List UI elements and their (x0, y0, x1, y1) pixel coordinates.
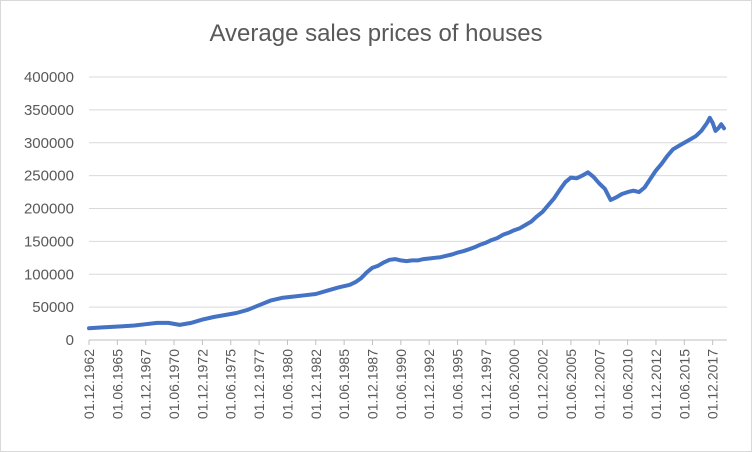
series-lines (87, 115, 726, 331)
x-tick-label: 01.06.1985 (336, 349, 352, 419)
x-tick-label: 01.06.2010 (620, 349, 636, 419)
x-tick-label: 01.12.1977 (251, 349, 267, 419)
x-axis: 01.12.1962 01.06.1965 01.12.1967 01.06.1970… (81, 340, 721, 419)
y-tick-label: 300000 (24, 135, 74, 152)
y-tick-label: 200000 (24, 201, 74, 218)
x-tick-label: 01.12.1972 (194, 349, 210, 419)
x-tick-label: 01.06.1975 (223, 349, 239, 419)
y-tick-label: 0 (66, 332, 74, 349)
y-tick-label: 150000 (24, 233, 74, 250)
x-tick-label: 01.12.1982 (308, 349, 324, 419)
x-tick-label: 01.06.2005 (563, 349, 579, 419)
y-tick-label: 250000 (24, 168, 74, 185)
x-tick-label: 01.12.1967 (138, 349, 154, 419)
y-tick-label: 50000 (32, 299, 74, 316)
x-tick-label: 01.06.1990 (393, 349, 409, 419)
gridlines (89, 76, 727, 341)
x-tick-label: 01.06.2000 (506, 349, 522, 419)
x-tick-label: 01.12.2007 (591, 349, 607, 419)
x-tick-label: 01.06.2015 (676, 349, 692, 419)
x-tick-label: 01.12.1992 (421, 349, 437, 419)
y-axis: 0 50000 100000 150000 200000 250000 300000 3500… (24, 69, 74, 349)
chart-title: Average sales prices of houses (209, 20, 543, 47)
x-tick-label: 01.06.1980 (279, 349, 295, 419)
x-tick-label: 01.06.1995 (450, 349, 466, 419)
y-tick-label: 100000 (24, 266, 74, 283)
series-line (87, 115, 726, 331)
x-tick-label: 01.12.2012 (648, 349, 664, 419)
x-tick-label: 01.12.2002 (535, 349, 551, 419)
x-tick-label: 01.06.1970 (166, 349, 182, 419)
y-tick-label: 350000 (24, 102, 74, 119)
x-tick-label: 01.06.1965 (109, 349, 125, 419)
x-tick-label: 01.12.1987 (364, 349, 380, 419)
x-tick-label: 01.12.1962 (81, 349, 97, 419)
y-tick-label: 400000 (24, 69, 74, 86)
x-tick-label: 01.12.1997 (478, 349, 494, 419)
x-tick-label: 01.12.2017 (705, 349, 721, 419)
